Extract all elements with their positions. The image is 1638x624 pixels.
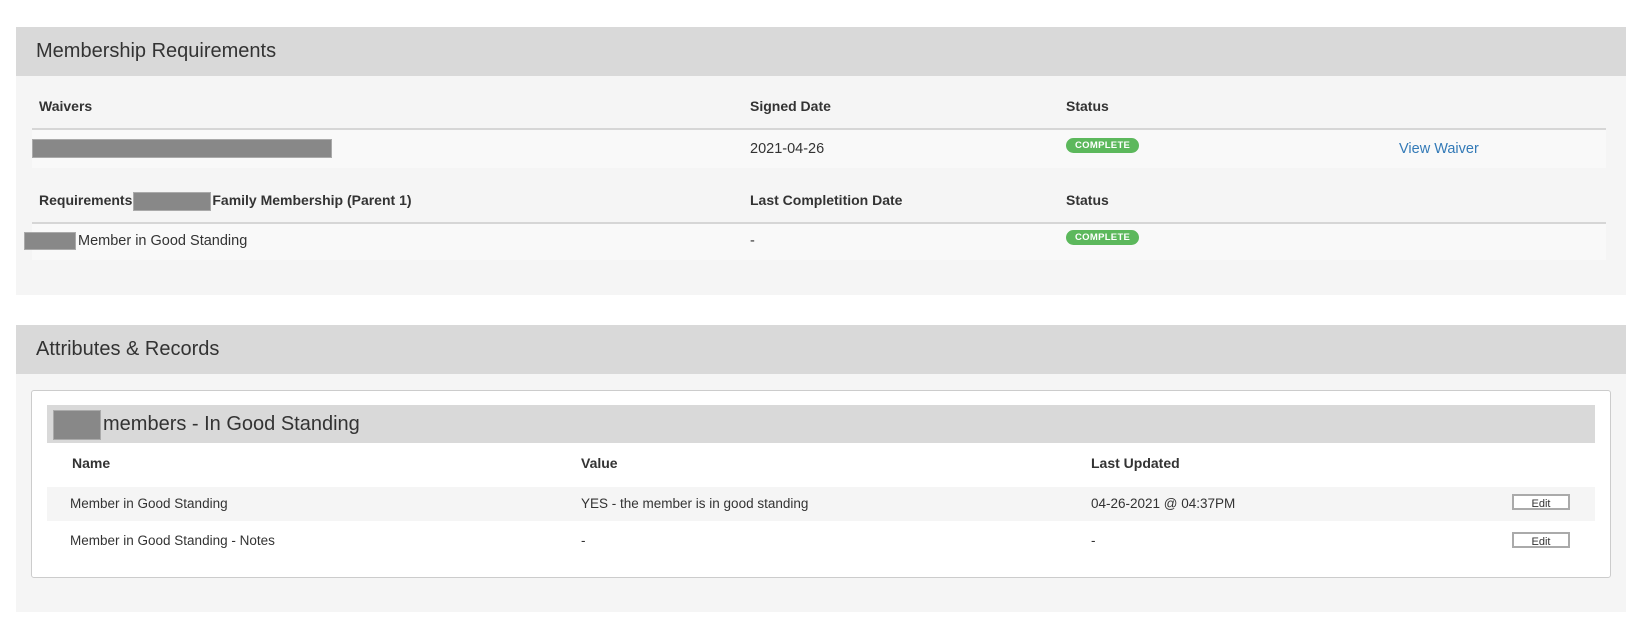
col-last-completion-date: Last Completition Date <box>750 192 903 208</box>
status-badge: COMPLETE <box>1066 230 1140 245</box>
attribute-name: Member in Good Standing <box>70 496 228 511</box>
attribute-name: Member in Good Standing - Notes <box>70 533 275 548</box>
redacted-text <box>24 232 76 250</box>
panel-title: Membership Requirements <box>16 27 1626 76</box>
attribute-value: - <box>581 533 586 548</box>
last-updated: 04-26-2021 @ 04:37PM <box>1091 496 1236 511</box>
redacted-waiver-name <box>32 139 332 158</box>
col-name: Name <box>72 455 111 471</box>
group-title: members - In Good Standing <box>47 405 1595 443</box>
requirement-name: Member in Good Standing <box>78 233 248 249</box>
divider <box>32 222 1606 224</box>
completion-date: - <box>750 233 755 249</box>
redacted-text <box>133 192 212 211</box>
divider <box>32 128 1606 130</box>
edit-button[interactable]: Edit <box>1512 532 1570 548</box>
table-row: Member in Good Standing YES - the member… <box>47 487 1595 521</box>
membership-requirements-panel: Membership Requirements Waivers Signed D… <box>16 27 1626 295</box>
table-row: 2021-04-26 COMPLETE View Waiver <box>32 130 1606 168</box>
table-row: Member in Good Standing - COMPLETE <box>24 224 1606 260</box>
panel-title: Attributes & Records <box>16 325 1626 374</box>
col-requirements: Requirements Family Membership (Parent 1) <box>39 192 412 211</box>
group-title-text: members - In Good Standing <box>103 413 360 435</box>
membership-name: Family Membership (Parent 1) <box>212 192 412 209</box>
view-waiver-link[interactable]: View Waiver <box>1399 141 1479 157</box>
edit-button[interactable]: Edit <box>1512 494 1570 510</box>
attribute-group-card: members - In Good Standing Name Value La… <box>31 390 1611 578</box>
requirements-label: Requirements <box>39 192 133 209</box>
col-status: Status <box>1066 98 1109 114</box>
last-updated: - <box>1091 533 1096 548</box>
col-value: Value <box>581 455 618 471</box>
status-badge: COMPLETE <box>1066 138 1140 153</box>
col-signed-date: Signed Date <box>750 98 831 114</box>
redacted-text <box>53 409 101 440</box>
col-last-updated: Last Updated <box>1091 455 1180 471</box>
attributes-records-panel: Attributes & Records members - In Good S… <box>16 325 1626 612</box>
signed-date: 2021-04-26 <box>750 141 825 157</box>
table-row: Member in Good Standing - Notes - - Edit <box>47 521 1595 561</box>
attribute-value: YES - the member is in good standing <box>581 496 809 511</box>
col-status: Status <box>1066 192 1109 208</box>
col-waivers: Waivers <box>39 98 93 114</box>
